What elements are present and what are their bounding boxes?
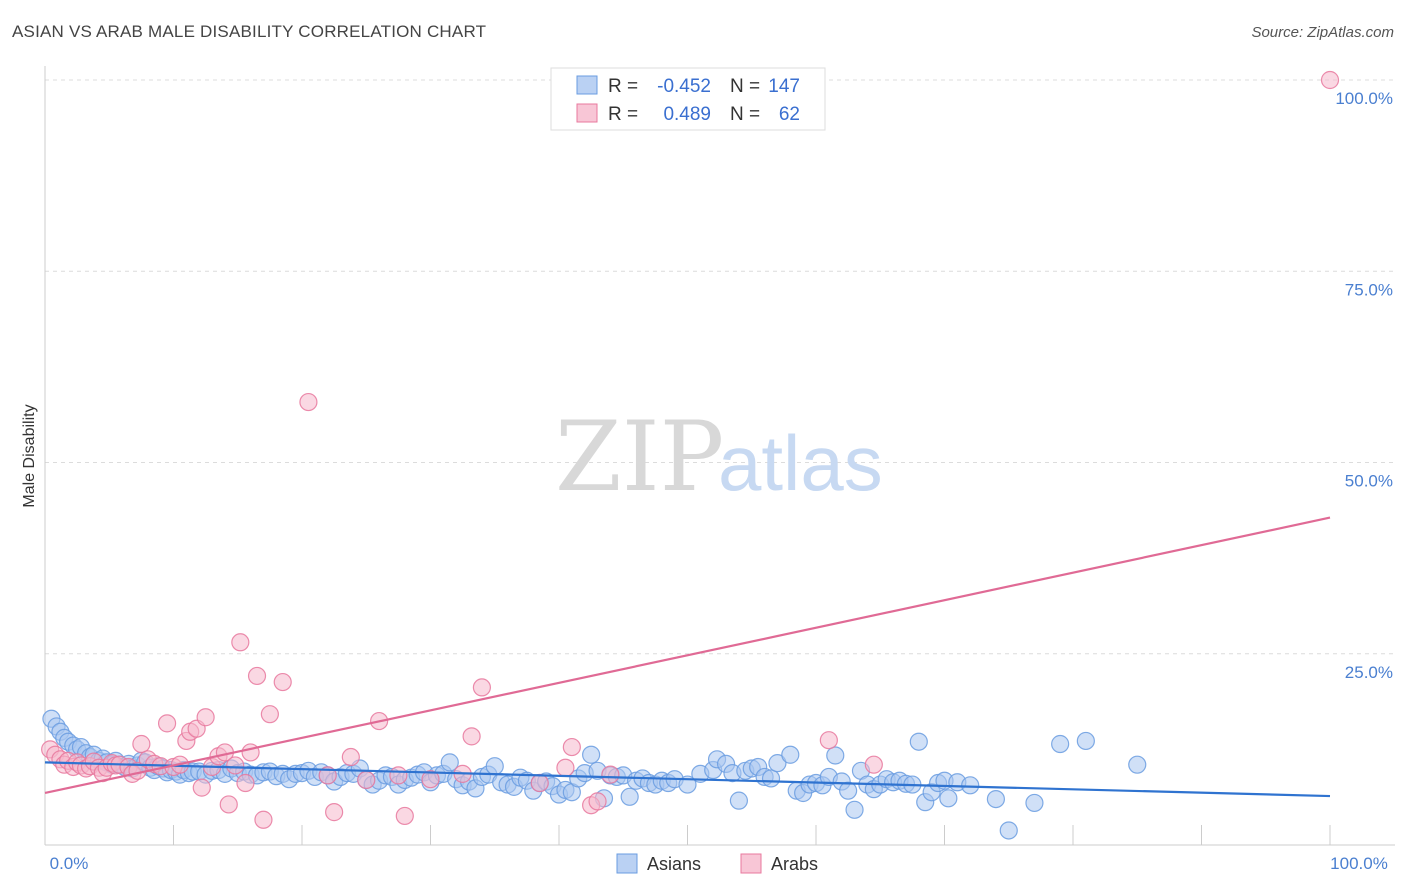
asian-point-152 (1025, 793, 1044, 813)
asian-point-153 (1051, 734, 1070, 754)
arab-point-46 (325, 803, 344, 822)
watermark-atlas: atlas (718, 419, 883, 507)
arab-point-57 (556, 758, 575, 777)
series-legend-arab-label: Arabs (771, 854, 818, 874)
arab-point-39 (241, 743, 260, 762)
arab-point-56 (530, 773, 549, 793)
arab-point-60 (588, 792, 607, 811)
asian-point-149 (961, 776, 980, 795)
series-legend: Asians Arabs (616, 853, 818, 874)
chart-title: ASIAN VS ARAB MALE DISABILITY CORRELATIO… (12, 22, 487, 41)
asian-point-95 (582, 745, 601, 764)
arab-point-63 (864, 755, 883, 774)
arab-point-24 (157, 714, 177, 733)
x-tick-label-0: 0.0% (50, 854, 89, 873)
arab-point-62 (819, 731, 838, 750)
arab-point-64 (1320, 70, 1340, 90)
arab-point-45 (318, 766, 337, 785)
asian-point-120 (761, 769, 781, 788)
trend-lines (44, 516, 1331, 798)
arab-point-30 (192, 778, 211, 797)
asian-trend-line (44, 761, 1331, 798)
arab-trend-line (44, 516, 1331, 795)
y-tick-label-0: 25.0% (1345, 663, 1393, 682)
asian-point-80 (485, 757, 504, 776)
legend-asian-r-value: -0.452 (657, 76, 711, 97)
asian-point-151 (999, 821, 1018, 840)
asian-point-122 (781, 745, 800, 764)
y-tick-label-2: 75.0% (1345, 280, 1393, 299)
arab-point-40 (247, 666, 267, 686)
data-points (41, 70, 1340, 840)
y-tick-label-1: 50.0% (1345, 472, 1393, 491)
arab-point-20 (132, 734, 151, 754)
series-legend-arab-swatch (740, 853, 762, 874)
arab-point-36 (226, 756, 245, 775)
arab-point-48 (357, 770, 376, 790)
asian-point-150 (986, 789, 1006, 809)
legend-arab-r-value: 0.489 (663, 104, 711, 125)
asian-point-142 (909, 732, 928, 751)
arab-point-44 (299, 392, 318, 412)
arab-point-35 (219, 795, 238, 814)
legend-arab-n-label: N = (730, 104, 760, 125)
chart-source: Source: ZipAtlas.com (1251, 24, 1394, 41)
asian-point-101 (620, 787, 639, 806)
arab-point-58 (562, 737, 581, 757)
arab-point-43 (273, 672, 292, 692)
arab-point-52 (421, 770, 440, 789)
arab-point-54 (462, 727, 481, 746)
arab-point-51 (395, 806, 414, 826)
arab-point-50 (389, 766, 408, 785)
y-tick-label-3: 100.0% (1335, 89, 1393, 108)
series-legend-asian-swatch (616, 853, 638, 874)
asian-point-154 (1076, 731, 1095, 751)
asian-point-129 (826, 746, 845, 765)
legend-asian-swatch (576, 75, 598, 95)
x-tick-labels: 0.0% 100.0% (50, 854, 1388, 873)
series-legend-asian-label: Asians (647, 854, 701, 874)
asian-point-121 (768, 754, 787, 773)
legend-asian-r-label: R = (608, 76, 638, 97)
arab-point-31 (196, 708, 215, 727)
watermark: ZIP atlas (555, 401, 883, 513)
arab-point-42 (260, 705, 279, 724)
asian-point-132 (845, 800, 864, 819)
legend-asian-n-label: N = (730, 76, 760, 97)
legend-arab-swatch (576, 103, 598, 123)
arab-point-38 (236, 773, 255, 793)
stats-legend: R = -0.452 N = 147 R = 0.489 N = 62 (550, 67, 826, 131)
legend-arab-n-value: 62 (779, 104, 800, 125)
asian-point-73 (440, 753, 459, 772)
asian-point-147 (939, 789, 958, 808)
legend-asian-n-value: 147 (768, 76, 800, 97)
asian-point-155 (1128, 755, 1147, 774)
arab-point-47 (341, 747, 360, 767)
arab-point-55 (472, 678, 491, 697)
watermark-zip: ZIP (555, 401, 724, 513)
arab-point-61 (601, 765, 620, 784)
x-tick-label-1: 100.0% (1330, 854, 1388, 873)
asian-point-131 (839, 781, 858, 800)
legend-arab-r-label: R = (608, 104, 638, 125)
asian-point-115 (729, 791, 749, 810)
gridlines (45, 79, 1395, 655)
arab-point-41 (254, 810, 273, 829)
arab-point-37 (231, 633, 250, 652)
y-tick-labels: 25.0% 50.0% 75.0% 100.0% (1335, 89, 1393, 682)
y-axis-label: Male Disability (21, 404, 38, 507)
